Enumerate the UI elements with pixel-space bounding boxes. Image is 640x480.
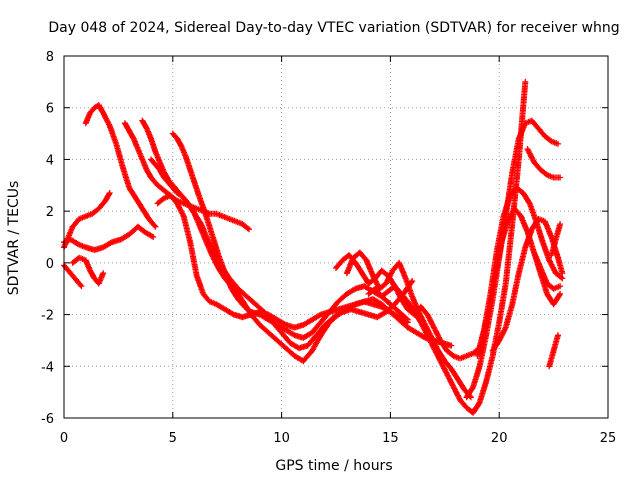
y-tick-label: 6: [46, 102, 54, 117]
series-track-20: [546, 332, 561, 370]
series-track-21: [548, 221, 564, 259]
y-tick-label: 2: [46, 205, 54, 220]
series-track-19: [531, 249, 564, 308]
series-markers: [524, 146, 564, 181]
series-track-17: [489, 215, 566, 354]
y-tick-label: 4: [46, 153, 54, 168]
series-track-13: [365, 283, 483, 362]
series-track-18: [524, 146, 564, 181]
y-tick-label: -2: [41, 309, 54, 324]
series-markers: [548, 221, 564, 259]
data-layer: [61, 78, 566, 416]
x-axis-label: GPS time / hours: [275, 458, 392, 474]
series-markers: [82, 102, 159, 230]
series-markers: [365, 283, 483, 362]
y-tick-label: -6: [41, 412, 54, 427]
plot-frame: [63, 55, 609, 419]
y-tick-label: 0: [46, 257, 54, 272]
x-tick-label: 10: [273, 431, 290, 446]
series-track-12: [343, 249, 474, 401]
y-axis-label: SDTVAR / TECUs: [6, 181, 22, 296]
x-tick-label: 20: [491, 431, 508, 446]
series-markers: [489, 215, 566, 354]
series-markers: [69, 254, 107, 287]
y-tick-label: 8: [46, 50, 54, 65]
series-track-10: [154, 192, 252, 233]
series-markers: [343, 249, 474, 401]
axes: 0 5 10 15 20 25 -6 -4 -2 0 2 4 6 8: [41, 50, 616, 446]
x-tick-label: 5: [169, 431, 177, 446]
series-markers: [154, 192, 252, 233]
y-tick-label: -4: [41, 360, 54, 375]
series-markers: [546, 332, 561, 370]
x-tick-label: 0: [60, 431, 68, 446]
chart-title: Day 048 of 2024, Sidereal Day-to-day VTE…: [48, 20, 619, 36]
series-track-4: [69, 254, 107, 287]
x-tick-label: 15: [382, 431, 399, 446]
x-tick-label: 25: [600, 431, 617, 446]
series-markers: [531, 249, 564, 308]
series-track-5: [82, 102, 159, 230]
